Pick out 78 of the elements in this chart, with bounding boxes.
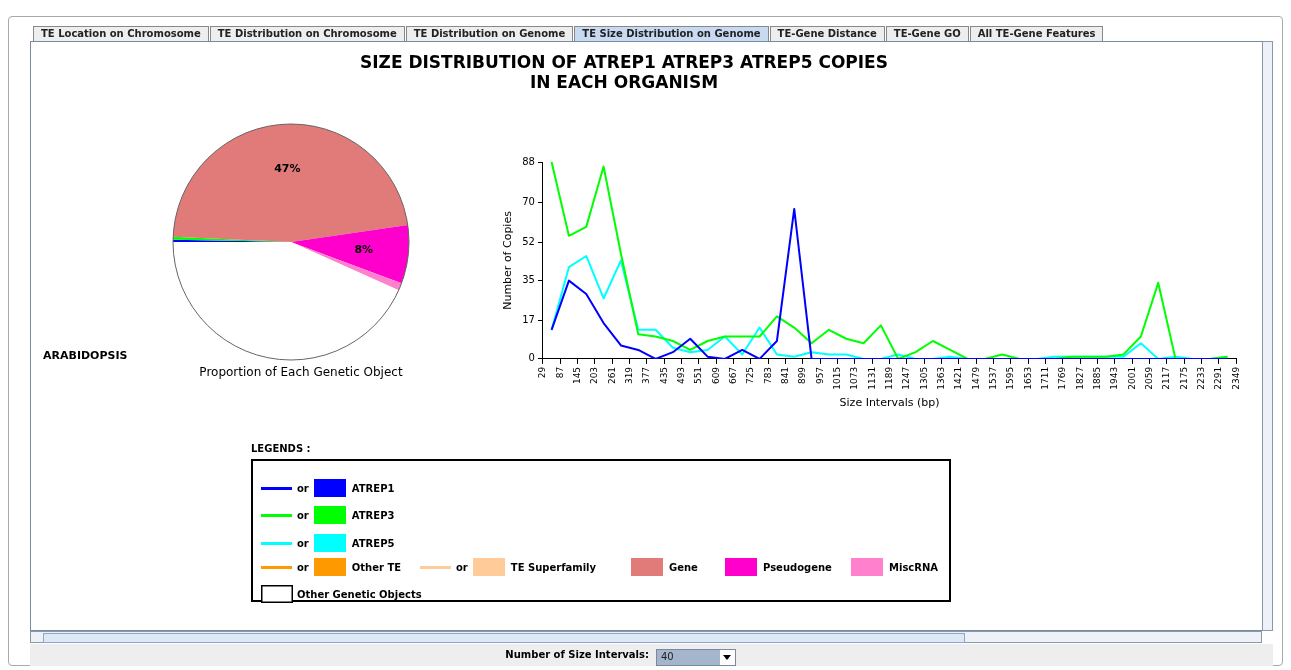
x-tick-label: 1015	[831, 366, 842, 390]
text: All TE-Gene Features	[969, 26, 1104, 42]
text: TE Distribution on Chromosome	[209, 26, 405, 42]
x-tick-label: 2349	[1230, 366, 1241, 390]
text: Number of Size Intervals:	[504, 649, 649, 660]
x-tick-label: 87	[554, 366, 565, 379]
chart-title: SIZE DISTRIBUTION OF ATREP1 ATREP3 ATREP5 COPIES IN EACH ORGANISM	[359, 52, 889, 92]
y-tick-label: 70	[522, 195, 535, 207]
x-tick-label: 1595	[1005, 366, 1016, 390]
y-tick-label: 35	[522, 274, 535, 286]
x-tick-label: 2001	[1126, 366, 1137, 390]
x-tick-label: 29	[537, 366, 548, 379]
text: or	[297, 561, 309, 573]
text: or	[297, 482, 309, 494]
x-tick-label: 2291	[1213, 366, 1224, 390]
x-tick-label: 1247	[901, 366, 912, 390]
legend-label: ATREP5	[351, 537, 395, 549]
text: ARABIDOPSIS	[43, 349, 128, 362]
x-axis-title: Size Intervals (bp)	[839, 396, 940, 410]
text: TE-Gene Distance	[769, 26, 885, 42]
legend-label: MiscRNA	[889, 561, 939, 573]
x-tick-label: 493	[675, 366, 686, 385]
x-tick-label: 1537	[987, 366, 998, 390]
x-tick-label: 377	[641, 366, 652, 385]
x-tick-label: 1827	[1074, 366, 1085, 390]
text: or	[297, 537, 309, 549]
y-axis-title: Number of Copies	[501, 210, 515, 310]
x-tick-label: 1363	[935, 366, 946, 390]
x-tick-label: 551	[693, 366, 704, 385]
x-tick-label: 1769	[1057, 366, 1068, 390]
x-tick-label: 2117	[1161, 366, 1172, 390]
x-tick-label: 1711	[1039, 366, 1050, 390]
x-tick-label: 1131	[866, 366, 877, 390]
x-tick-label: 2175	[1178, 366, 1189, 390]
x-tick-label: 783	[762, 366, 773, 385]
text: or	[456, 561, 468, 573]
x-tick-label: 1421	[953, 366, 964, 390]
legend-label: TE Superfamily	[510, 561, 597, 573]
legend-label: ATREP3	[351, 509, 395, 521]
legend-label: Other TE	[351, 561, 402, 573]
x-tick-label: 841	[779, 366, 790, 385]
x-tick-label: 1885	[1091, 366, 1102, 390]
x-tick-label: 1305	[918, 366, 929, 390]
x-tick-label: 957	[814, 366, 825, 385]
legend-label: Pseudogene	[763, 561, 832, 573]
data-label: 8%	[354, 242, 374, 256]
x-tick-label: 261	[606, 366, 617, 385]
legend-label: ATREP1	[351, 482, 395, 494]
dropdown: 40	[656, 649, 736, 666]
x-tick-label: 435	[658, 366, 669, 385]
y-tick-label: 88	[522, 155, 535, 167]
y-tick-label: 0	[528, 352, 535, 364]
x-tick-label: 1073	[849, 366, 860, 390]
x-tick-label: 725	[745, 366, 756, 385]
text: TE Size Distribution on Genome	[574, 26, 769, 42]
text: TE Distribution on Genome	[405, 26, 574, 42]
text: or	[297, 509, 309, 521]
y-tick-label: 52	[522, 236, 535, 248]
x-tick-label: 1189	[883, 366, 894, 390]
text: Proportion of Each Genetic Object	[198, 365, 404, 379]
y-tick-label: 17	[522, 314, 535, 326]
legend-title: LEGENDS :	[251, 443, 311, 454]
x-tick-label: 1479	[970, 366, 981, 390]
x-tick-label: 2233	[1195, 366, 1206, 390]
x-tick-label: 1943	[1109, 366, 1120, 390]
x-tick-label: 609	[710, 366, 721, 385]
x-tick-label: 1653	[1022, 366, 1033, 390]
legend-label: Other Genetic Objects	[297, 588, 422, 600]
text: TE-Gene GO	[885, 26, 969, 42]
x-tick-label: 2059	[1143, 366, 1154, 390]
legend-label: Gene	[669, 561, 698, 573]
x-tick-label: 145	[571, 366, 582, 385]
text: TE Location on Chromosome	[33, 26, 209, 42]
data-label: 47%	[274, 161, 301, 175]
x-tick-label: 667	[727, 366, 738, 385]
x-tick-label: 319	[623, 366, 634, 385]
x-tick-label: 203	[589, 366, 600, 385]
x-tick-label: 899	[797, 366, 808, 385]
